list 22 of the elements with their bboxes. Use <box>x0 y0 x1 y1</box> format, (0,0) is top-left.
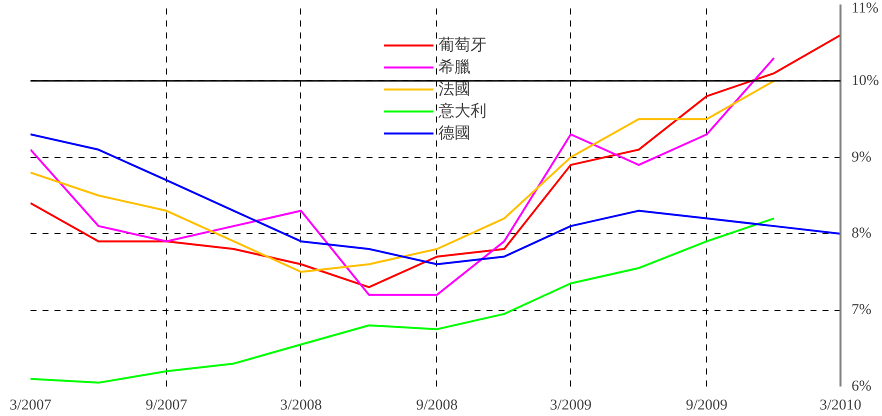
legend-label: 葡萄牙 <box>438 36 486 56</box>
x-tick-label: 3/2010 <box>820 398 862 414</box>
line-series <box>30 34 840 288</box>
legend-label: 意大利 <box>438 102 486 122</box>
x-tick-label: 3/2007 <box>10 398 52 414</box>
legend-label: 德國 <box>438 124 470 144</box>
x-tick-label: 9/2008 <box>416 398 458 414</box>
line-series <box>30 56 775 296</box>
line-series <box>30 217 775 384</box>
legend-label: 法國 <box>438 80 470 100</box>
y-tick-label: 10% <box>852 72 879 89</box>
legend-label: 希臘 <box>438 58 470 78</box>
x-tick-label: 3/2009 <box>550 398 592 414</box>
y-tick-label: 8% <box>852 226 872 242</box>
line-series <box>30 80 775 273</box>
y-tick-label: 7% <box>852 302 872 318</box>
x-tick-label: 9/2009 <box>686 398 728 414</box>
y-tick-label: 6% <box>852 378 872 394</box>
x-tick-label: 9/2007 <box>146 398 188 414</box>
x-tick-label: 3/2008 <box>280 398 322 414</box>
y-tick-label: 11% <box>852 0 878 16</box>
y-tick-label: 9% <box>852 149 872 166</box>
